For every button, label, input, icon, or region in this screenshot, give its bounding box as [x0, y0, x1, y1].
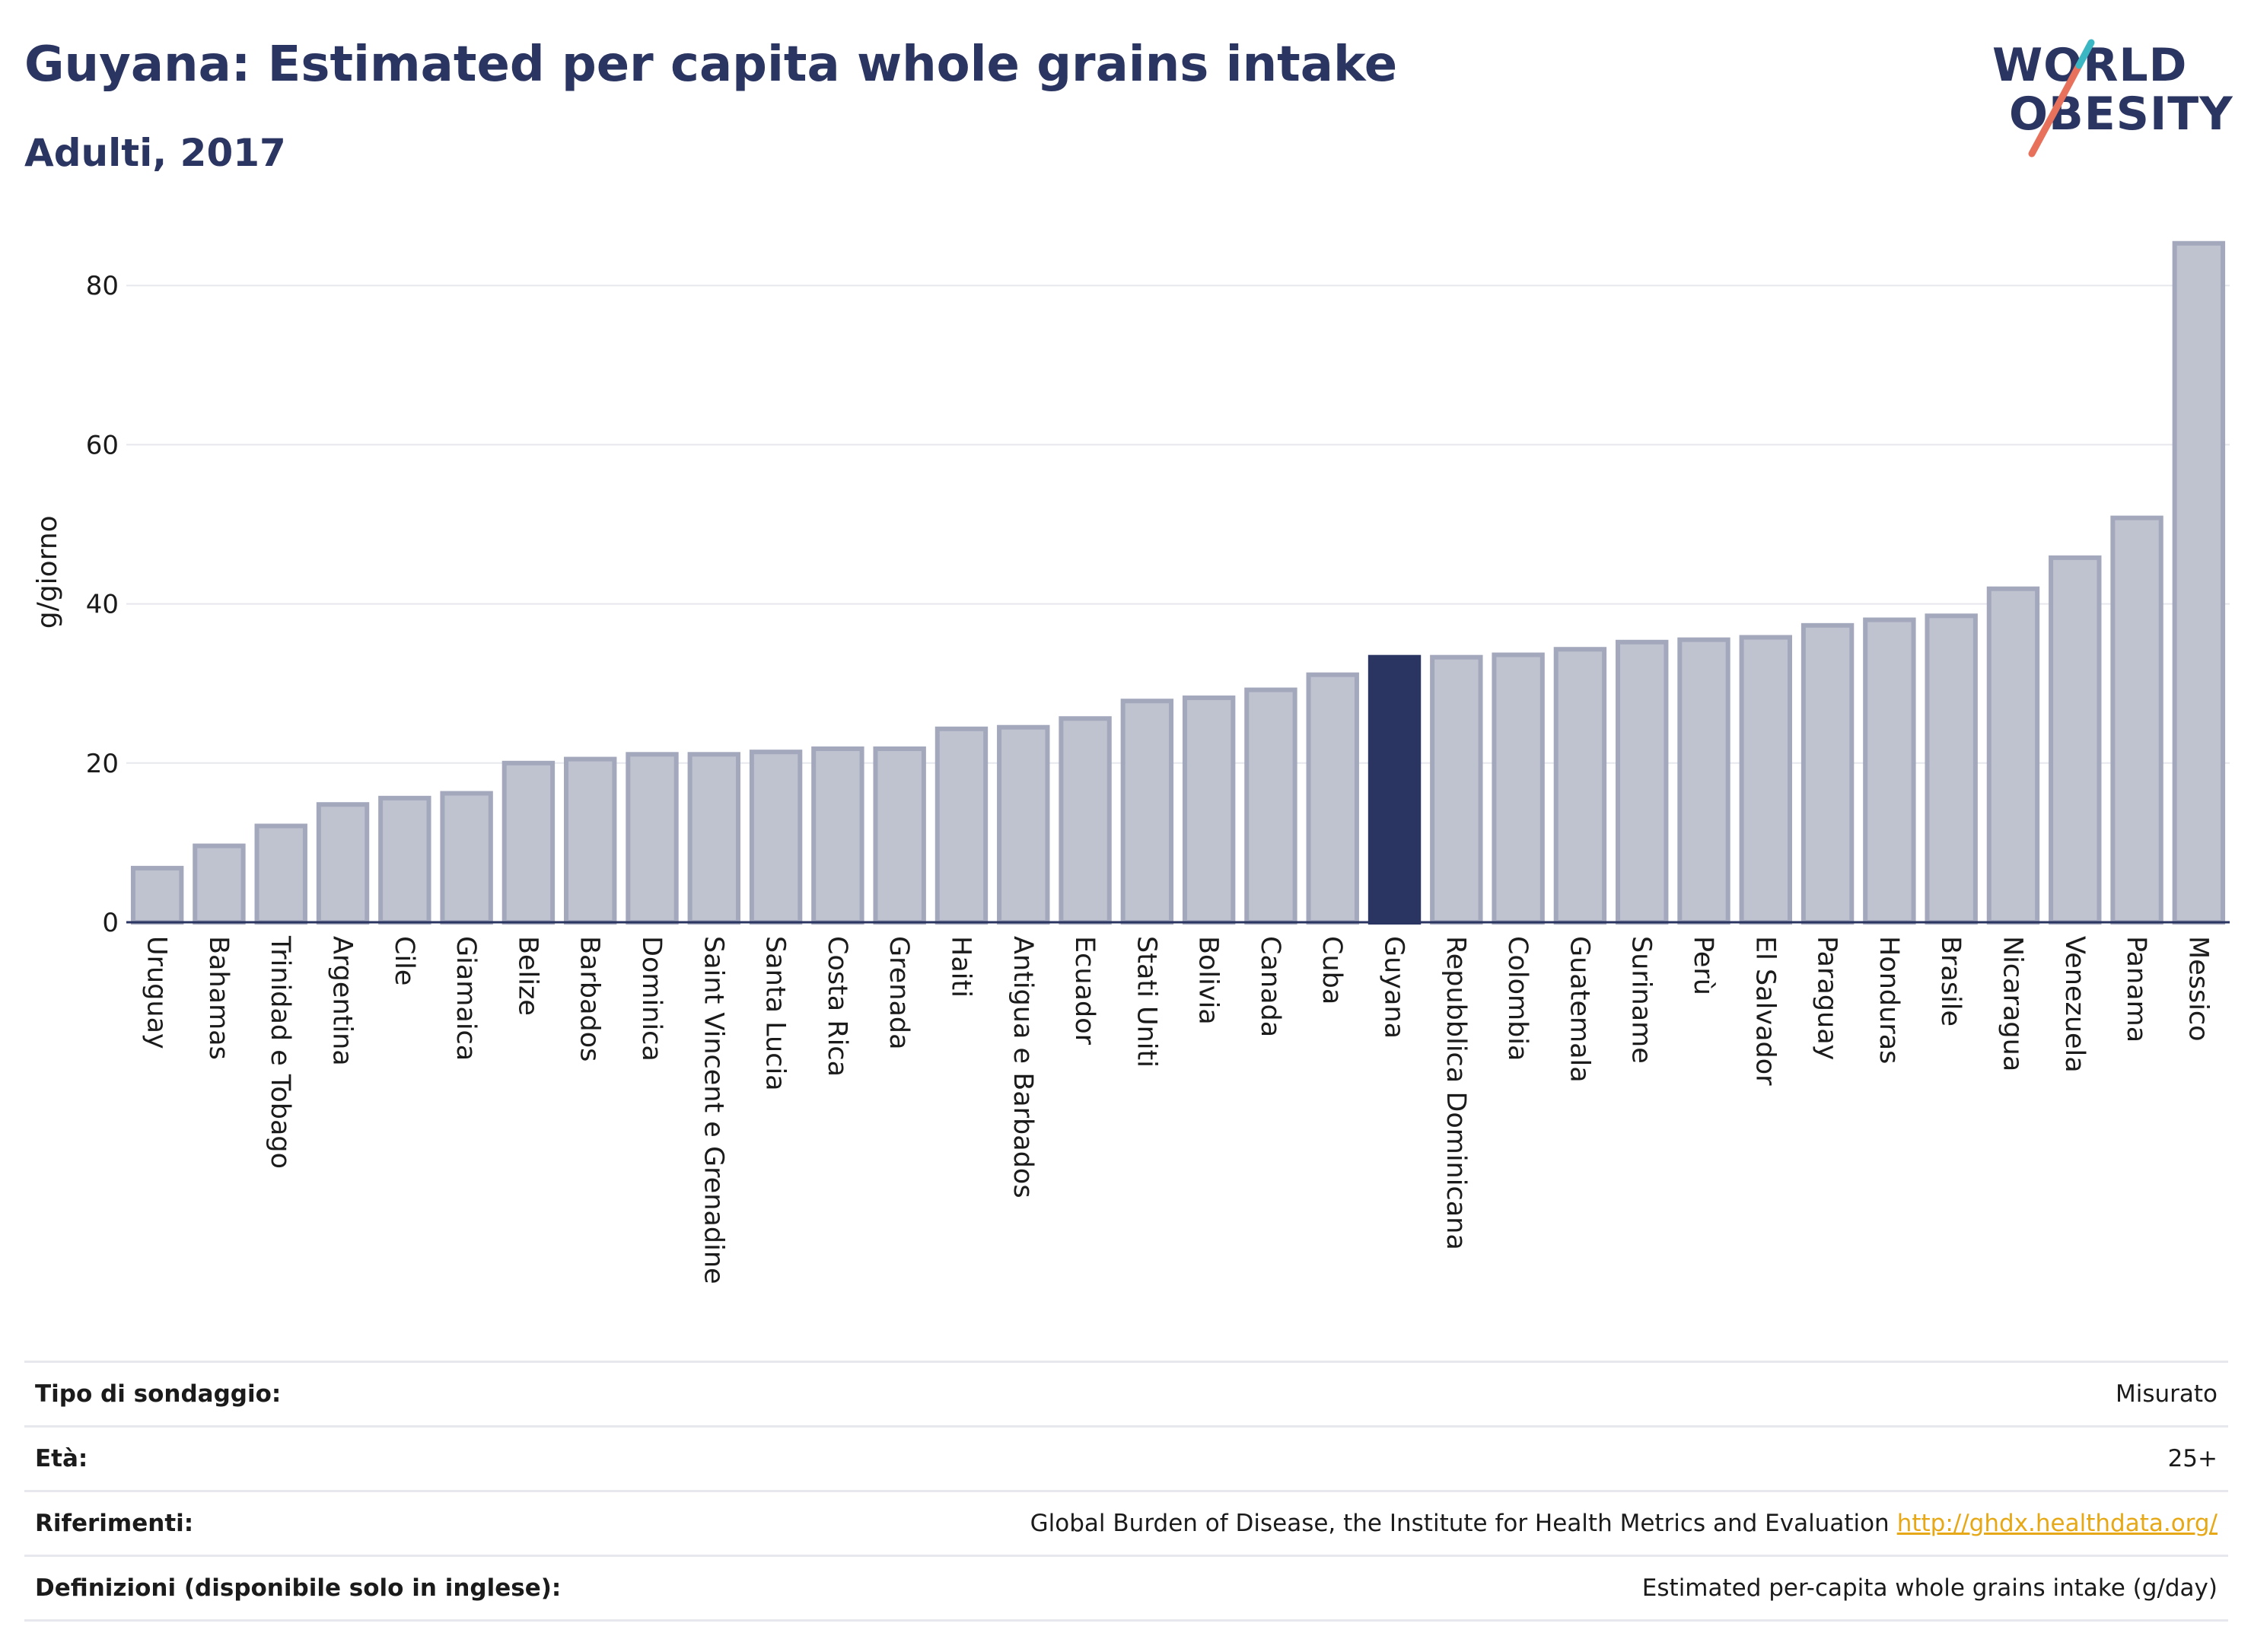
- meta-label-references: Riferimenti:: [35, 1510, 194, 1537]
- x-tick-label: Perù: [1688, 936, 1718, 995]
- meta-label-definitions: Definizioni (disponibile solo in inglese…: [35, 1574, 562, 1602]
- bar: [997, 724, 1050, 925]
- bar: [193, 843, 246, 925]
- bar: [316, 802, 370, 925]
- meta-row-age: Età: 25+: [24, 1425, 2228, 1490]
- meta-value-references: Global Burden of Disease, the Institute …: [1030, 1510, 2228, 1537]
- x-tick-label: Suriname: [1626, 936, 1657, 1064]
- bar: [1739, 635, 1792, 925]
- x-tick-label: Ecuador: [1069, 936, 1100, 1046]
- reference-text: Global Burden of Disease, the Institute …: [1030, 1510, 1890, 1537]
- meta-row-survey: Tipo di sondaggio: Misurato: [24, 1361, 2228, 1425]
- x-tick-label: Brasile: [1935, 936, 1966, 1027]
- x-tick-label: Repubblica Dominicana: [1441, 936, 1471, 1250]
- bar: [564, 756, 617, 925]
- bar: [1925, 613, 1978, 925]
- bar: [1986, 586, 2040, 925]
- bar: [1492, 652, 1545, 925]
- metadata-table: Tipo di sondaggio: Misurato Età: 25+ Rif…: [24, 1361, 2228, 1622]
- x-tick-label: Guyana: [1379, 936, 1409, 1039]
- y-tick-label: 60: [86, 430, 119, 460]
- meta-value-survey: Misurato: [2115, 1380, 2218, 1408]
- x-tick-label: Paraguay: [1812, 936, 1842, 1060]
- y-tick-label: 80: [86, 271, 119, 301]
- bar: [749, 750, 803, 925]
- logo-slash-icon: [2028, 39, 2095, 158]
- x-tick-label: Dominica: [636, 936, 667, 1062]
- bar: [2110, 515, 2163, 925]
- bar: [378, 795, 431, 925]
- x-tick-label: Argentina: [327, 936, 358, 1066]
- bar: [626, 752, 679, 925]
- bar: [1244, 687, 1297, 925]
- x-tick-label: Panama: [2121, 936, 2151, 1042]
- bar-chart: 0 20 40 60 80 g/giorno Uruguay Bahamas Trinidad …: [32, 240, 2230, 1284]
- x-tick-label: Bahamas: [203, 936, 234, 1060]
- bar: [130, 865, 184, 925]
- x-tick-label: Saint Vincent e Grenadine: [698, 936, 728, 1284]
- x-tick-label: Uruguay: [142, 936, 172, 1049]
- x-tick-label: El Salvador: [1750, 936, 1780, 1086]
- chart-title: Guyana: Estimated per capita whole grain…: [24, 37, 1398, 93]
- x-tick-label: Barbados: [575, 936, 605, 1062]
- bar: [1182, 695, 1236, 925]
- meta-label-survey: Tipo di sondaggio:: [35, 1380, 282, 1408]
- bar: [2172, 240, 2226, 925]
- x-tick-label: Honduras: [1874, 936, 1904, 1064]
- x-tick-label: Bolivia: [1193, 936, 1224, 1025]
- x-tick-label: Colombia: [1502, 936, 1533, 1061]
- x-tick-label: Cuba: [1317, 936, 1347, 1004]
- bar: [873, 746, 926, 925]
- meta-label-age: Età:: [35, 1445, 88, 1472]
- bar: [1059, 716, 1112, 925]
- x-tick-label: Venezuela: [2059, 936, 2090, 1073]
- bar: [440, 791, 493, 925]
- meta-row-definitions: Definizioni (disponibile solo in inglese…: [24, 1555, 2228, 1622]
- chart-subtitle: Adulti, 2017: [24, 131, 286, 175]
- x-tick-label: Belize: [512, 936, 543, 1016]
- bar: [1863, 617, 1916, 925]
- bar: [1553, 647, 1607, 925]
- meta-value-definitions: Estimated per-capita whole grains intake…: [1641, 1574, 2218, 1602]
- y-tick-label: 0: [102, 908, 119, 938]
- bar: [1616, 639, 1669, 925]
- x-tick-label: Santa Lucia: [760, 936, 791, 1091]
- bar: [934, 726, 989, 925]
- bar: [2049, 555, 2102, 925]
- x-tick-label: Haiti: [945, 936, 976, 998]
- bar: [1677, 637, 1730, 925]
- x-tick-label: Cile: [389, 936, 419, 985]
- reference-link[interactable]: http://ghdx.healthdata.org/: [1896, 1510, 2218, 1537]
- bar: [1800, 622, 1855, 925]
- meta-value-age: 25+: [2167, 1445, 2218, 1472]
- x-tick-label: Canada: [1255, 936, 1285, 1037]
- x-tick-label: Stati Uniti: [1131, 936, 1161, 1068]
- bar: [687, 752, 740, 925]
- x-tick-label: Trinidad e Tobago: [265, 935, 295, 1169]
- bar-highlighted: [1367, 654, 1422, 925]
- x-tick-label: Costa Rica: [822, 936, 852, 1077]
- y-tick-label: 40: [86, 590, 119, 620]
- bar: [1430, 654, 1483, 925]
- meta-row-references: Riferimenti: Global Burden of Disease, t…: [24, 1490, 2228, 1555]
- x-tick-label: Guatemala: [1564, 936, 1594, 1083]
- bar: [1120, 699, 1174, 925]
- bar: [501, 760, 556, 925]
- world-obesity-logo[interactable]: WORLD OBESITY: [1986, 30, 2237, 160]
- x-tick-label: Antigua e Barbados: [1008, 936, 1038, 1198]
- x-tick-label: Grenada: [884, 936, 914, 1050]
- x-tick-label: Giamaica: [451, 936, 481, 1061]
- y-axis-label: g/giorno: [32, 515, 63, 629]
- x-tick-label: Messico: [2183, 936, 2213, 1042]
- bar: [254, 823, 307, 925]
- bar: [811, 746, 864, 925]
- y-tick-label: 20: [86, 749, 119, 779]
- x-tick-label: Nicaragua: [1997, 936, 2027, 1071]
- bar: [1306, 672, 1359, 925]
